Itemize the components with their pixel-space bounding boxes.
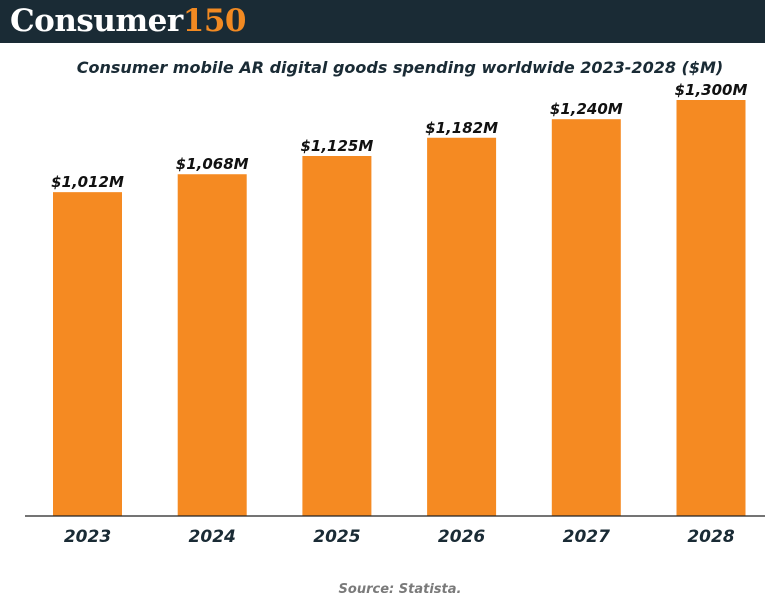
value-label-2024: $1,068M	[176, 155, 249, 173]
value-label-2026: $1,182M	[425, 119, 498, 137]
value-label-2028: $1,300M	[675, 81, 748, 99]
source-note: Source: Statista.	[338, 582, 462, 597]
x-tick-label-2025: 2025	[313, 527, 360, 547]
brand-logo: Consumer150	[10, 2, 246, 40]
x-tick-label-2026: 2026	[438, 527, 485, 547]
header-bar: Consumer150	[0, 0, 765, 43]
x-tick-label-2023: 2023	[64, 527, 111, 547]
bar-2024	[177, 174, 247, 517]
bar-2027	[551, 119, 621, 516]
chart-title: Consumer mobile AR digital goods spendin…	[76, 58, 724, 77]
brand-logo-word: Consumer	[10, 3, 183, 39]
bar-2025	[302, 156, 372, 516]
value-label-2025: $1,125M	[300, 137, 373, 155]
x-tick-label-2027: 2027	[563, 527, 610, 547]
bar-2023	[53, 192, 122, 516]
value-label-group: $1,012M $1,068M $1,125M $1,182M $1,240M $1,30…	[51, 81, 747, 191]
brand-logo-number: 150	[182, 3, 247, 39]
bar-group	[53, 100, 746, 517]
x-tick-label-2024: 2024	[189, 527, 236, 547]
x-tick-label-2028: 2028	[687, 527, 734, 547]
bar-2028	[676, 100, 746, 516]
value-label-2027: $1,240M	[550, 100, 623, 118]
value-label-2023: $1,012M	[51, 173, 124, 191]
x-tick-label-group: 2023 2024 2025 2026 2027 2028	[64, 527, 735, 547]
bar-2026	[427, 137, 497, 516]
